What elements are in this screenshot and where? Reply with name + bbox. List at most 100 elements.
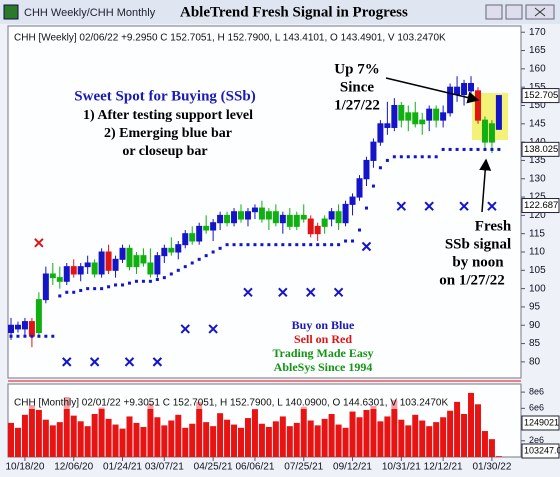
volume-bar (461, 414, 468, 457)
stop-dot (309, 243, 313, 247)
candle-body (321, 218, 328, 227)
candle-body (91, 262, 98, 275)
candle-body (433, 108, 440, 121)
volume-bar (168, 420, 175, 457)
maximize-button[interactable] (505, 4, 523, 20)
volume-bar (405, 425, 412, 457)
volume-bar (182, 427, 189, 457)
y-tick-label: 120 (529, 210, 546, 221)
app-icon[interactable] (3, 4, 19, 20)
volume-bar (231, 424, 238, 457)
volume-bar (356, 417, 363, 457)
legend-bg (12, 396, 432, 409)
x-tick-label: 07/25/21 (284, 462, 323, 473)
stop-dot (155, 277, 159, 281)
volume-bar (293, 422, 300, 457)
close-icon (534, 7, 546, 17)
title-bar (0, 0, 560, 24)
candle-body (384, 123, 391, 128)
candle-body (217, 214, 224, 224)
volume-bar (196, 401, 203, 457)
stop-dot (483, 147, 487, 151)
price-panel (7, 25, 522, 379)
annotation: 2) Emerging blue bar (104, 126, 232, 141)
candle-body (28, 321, 35, 337)
chart-title: AbleTrend Fresh Signal in Progress (180, 4, 408, 20)
volume-bar (133, 422, 140, 457)
stop-dot (399, 155, 403, 159)
price-label-box (521, 141, 560, 157)
stop-dot (197, 257, 201, 261)
candle-body (119, 247, 126, 260)
stop-dot (121, 283, 125, 287)
stop-dot (281, 243, 285, 247)
volume-bar (314, 425, 321, 457)
stop-dot (378, 166, 382, 170)
stop-dot (114, 283, 118, 287)
stop-dot (246, 243, 250, 247)
candle-body (189, 233, 196, 242)
volume-bar (56, 422, 63, 457)
candle-body (481, 119, 488, 143)
stop-dot (183, 265, 187, 269)
volume-bar (363, 409, 370, 457)
stop-dot (406, 155, 410, 159)
stop-dot (267, 243, 271, 247)
candle-body (147, 262, 154, 275)
legend-text: CHH [Weekly] 02/06/22 +9.2950 C 152.7051… (14, 33, 446, 44)
volume-bar (481, 431, 488, 457)
x-tick-label: 06/06/21 (235, 462, 274, 473)
stop-dot (16, 334, 20, 338)
candle-body (474, 90, 481, 121)
stop-dot (30, 334, 34, 338)
arrow (479, 158, 492, 213)
signal-x (180, 324, 190, 334)
candle-body (168, 247, 175, 253)
volume-bar (468, 392, 475, 457)
candle-body (126, 247, 133, 268)
y-tick-label: 130 (529, 173, 546, 184)
stop-dot (302, 243, 306, 247)
stop-dot (448, 147, 452, 151)
candle-body (112, 258, 119, 271)
candle-body (21, 321, 28, 330)
y-tick-label: 95 (529, 302, 541, 313)
candle-body (70, 266, 77, 275)
candle-body (412, 112, 419, 125)
candle-body (161, 247, 168, 257)
stop-dot (274, 243, 278, 247)
stop-dot (23, 334, 27, 338)
volume-bar (258, 423, 265, 457)
stop-dot (204, 254, 208, 258)
candle-body (335, 211, 342, 224)
stop-dot (79, 288, 83, 292)
x-tick-label: 12/06/20 (54, 462, 93, 473)
stop-dot (497, 147, 501, 151)
stop-dot (190, 261, 194, 265)
stop-dot (330, 243, 334, 247)
side-label: 103247.0 (524, 445, 560, 455)
minimize-button[interactable] (485, 4, 503, 20)
stop-dot (316, 243, 320, 247)
stop-dot (176, 268, 180, 272)
stop-dot (288, 243, 292, 247)
y-tick-label: 135 (529, 155, 546, 166)
volume-bar (335, 424, 342, 457)
stop-dot (72, 290, 76, 294)
price-label-box (521, 198, 560, 214)
y-tick-label: 2e6 (529, 435, 544, 445)
candle-body (35, 299, 42, 334)
candle-body (251, 207, 258, 213)
volume-bar (251, 409, 258, 457)
y-tick-label: 80 (529, 357, 541, 368)
stop-dot (86, 287, 90, 291)
stop-dot (295, 243, 299, 247)
x-tick-label: 10/18/20 (5, 462, 44, 473)
volume-bar (244, 418, 251, 457)
stop-dot (344, 239, 348, 243)
candle-body (84, 262, 91, 268)
candle-body (154, 255, 161, 275)
volume-bar (419, 420, 426, 457)
stop-dot (148, 279, 152, 283)
stop-dot (93, 287, 97, 291)
